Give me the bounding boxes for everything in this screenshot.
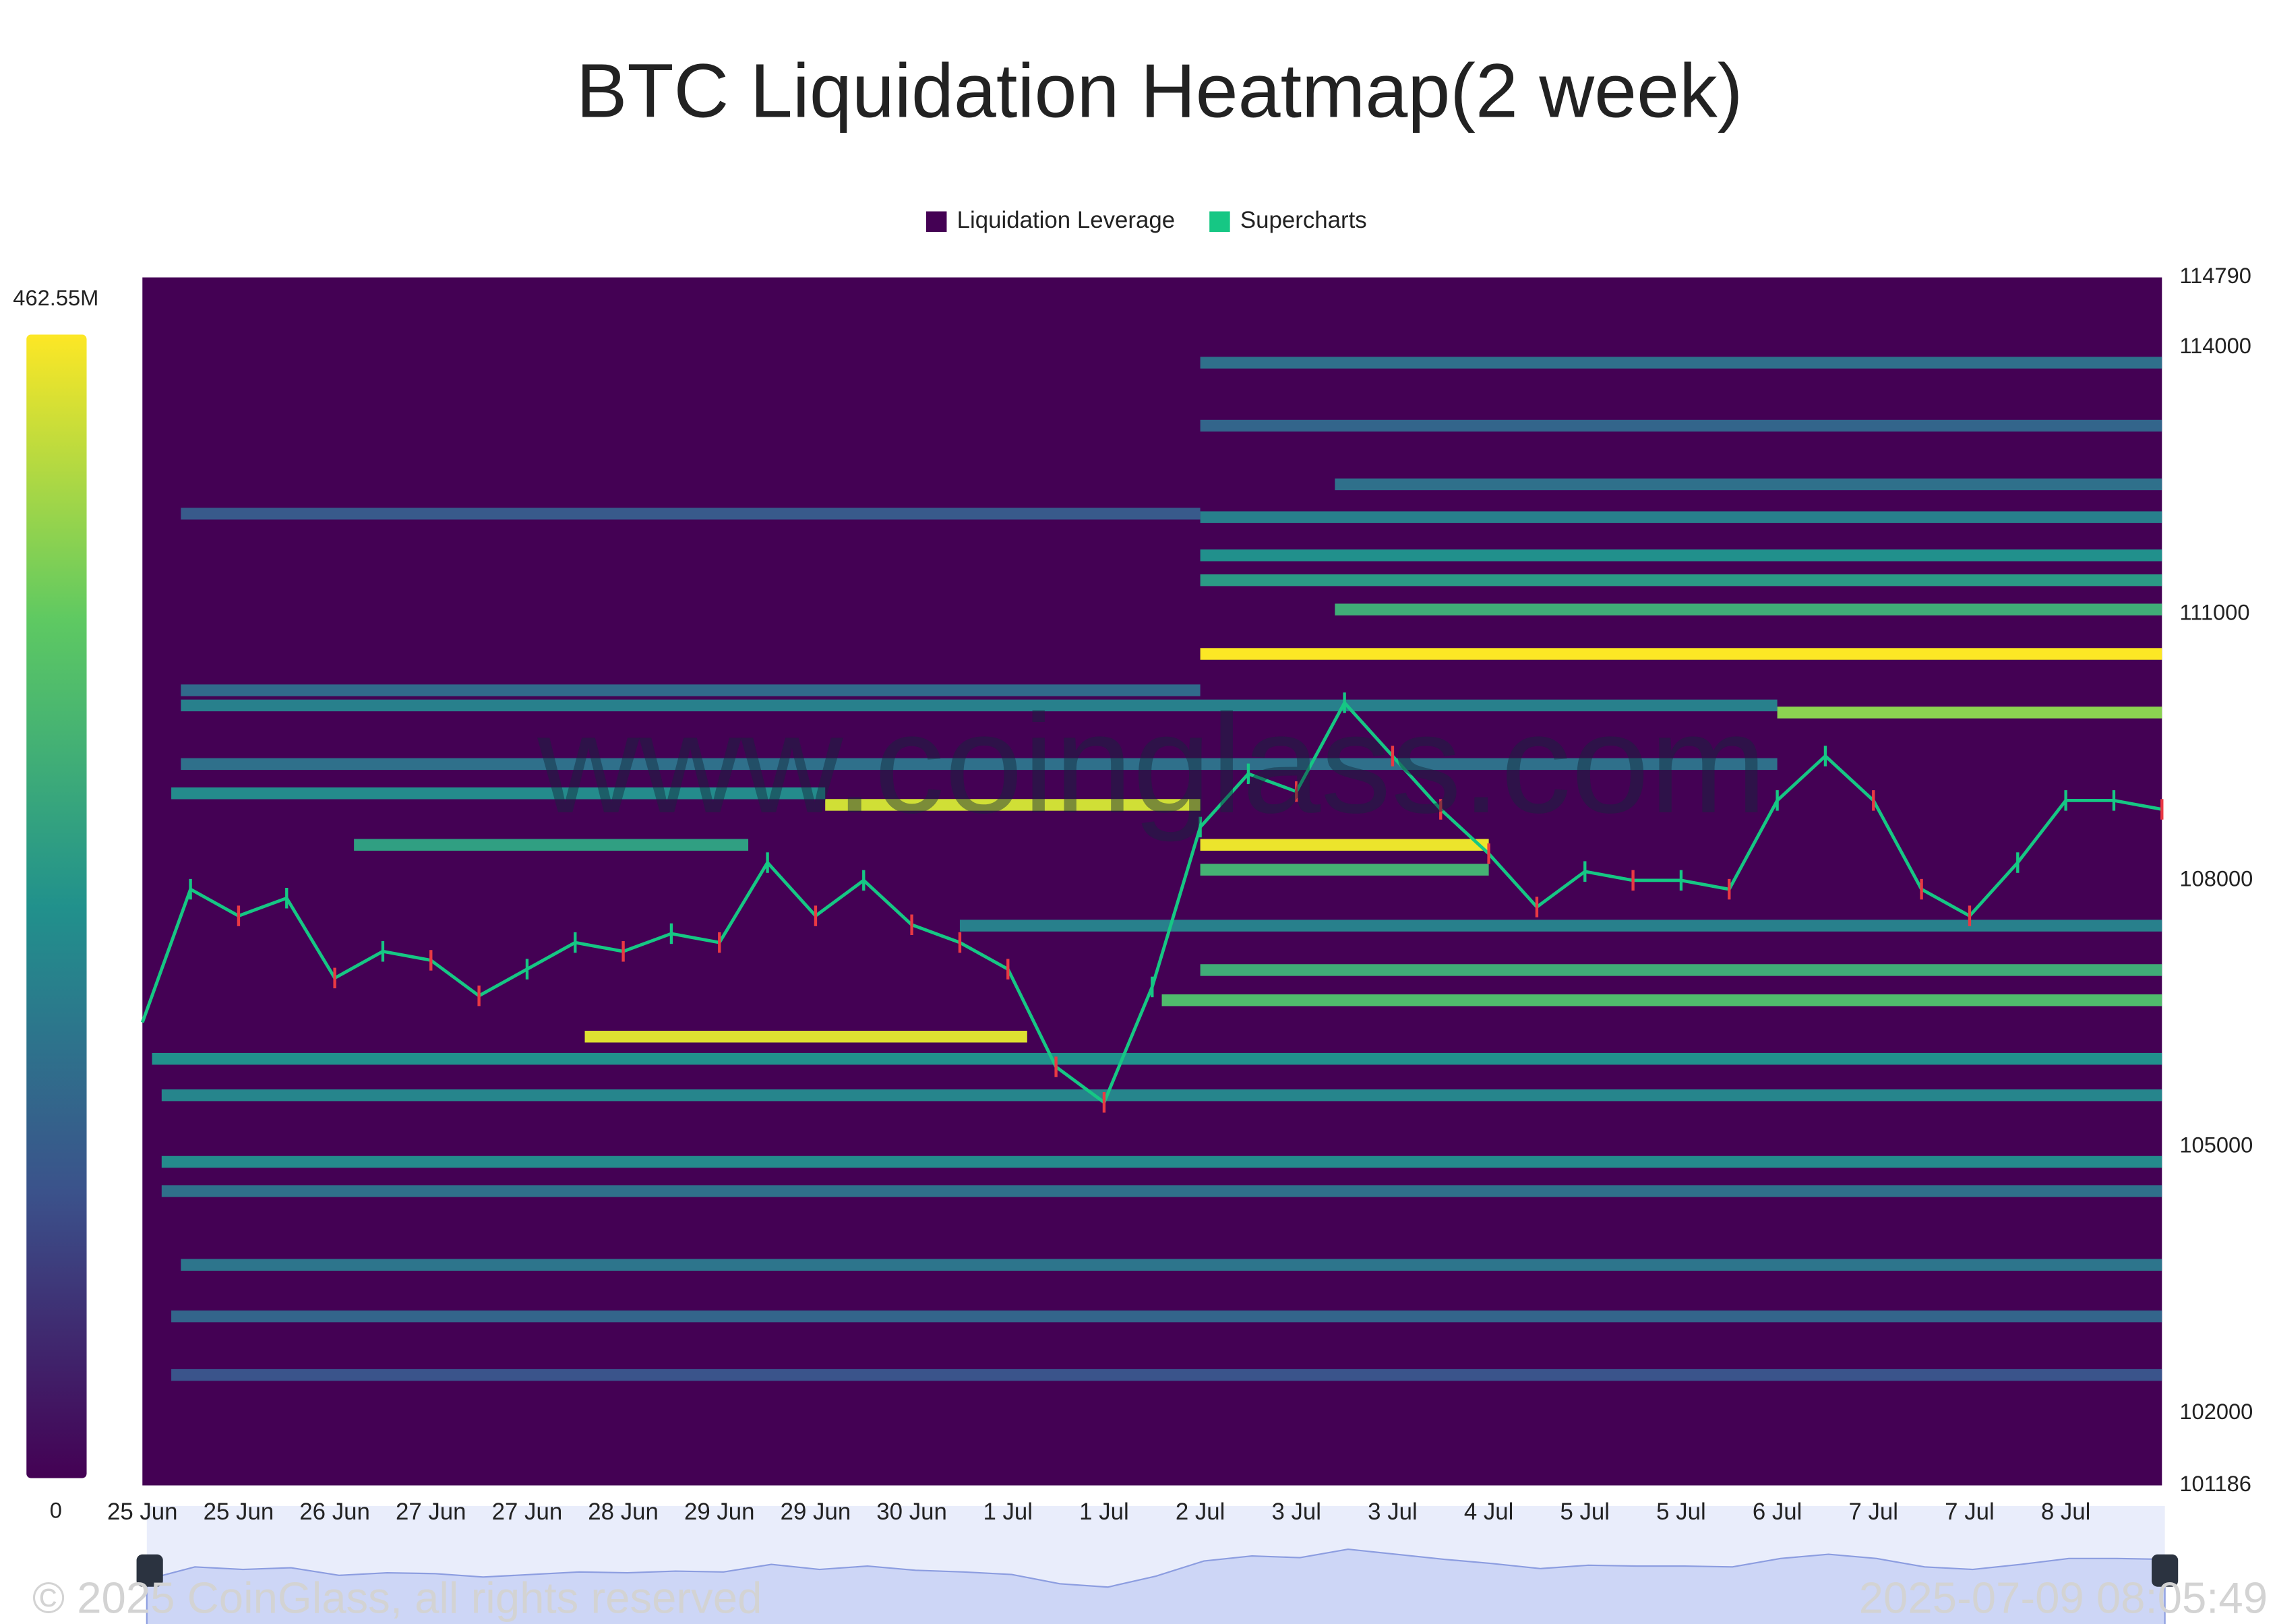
x-tick-label: 27 Jun — [492, 1499, 563, 1525]
x-tick-label: 1 Jul — [983, 1499, 1033, 1525]
watermark: www.coinglass.com — [537, 686, 1767, 843]
x-tick-label: 8 Jul — [2041, 1499, 2091, 1525]
heat-band — [354, 839, 749, 851]
heat-band — [161, 1155, 2162, 1168]
x-tick-label: 5 Jul — [1560, 1499, 1610, 1525]
y-tick-label: 101186 — [2179, 1471, 2251, 1496]
x-tick-label: 6 Jul — [1753, 1499, 1802, 1525]
heat-band — [171, 1310, 2162, 1323]
colorbar — [26, 334, 87, 1478]
heat-band — [959, 920, 2162, 932]
heat-band — [161, 1089, 2162, 1102]
copyright: © 2025 CoinGlass, all rights reserved — [32, 1573, 762, 1623]
x-tick-label: 5 Jul — [1656, 1499, 1706, 1525]
x-tick-label: 2 Jul — [1176, 1499, 1225, 1525]
heat-band — [1200, 419, 2162, 432]
x-tick-label: 7 Jul — [1848, 1499, 1898, 1525]
x-tick-label: 25 Jun — [107, 1499, 178, 1525]
heat-band — [1200, 357, 2162, 369]
heat-band — [1200, 964, 2162, 976]
heat-band — [171, 787, 826, 800]
legend-label[interactable]: Supercharts — [1240, 207, 1367, 233]
x-tick-label: 1 Jul — [1079, 1499, 1129, 1525]
plot-background — [142, 277, 2162, 1486]
x-tick-label: 28 Jun — [588, 1499, 659, 1525]
x-tick-label: 30 Jun — [876, 1499, 947, 1525]
x-tick-label: 4 Jul — [1464, 1499, 1514, 1525]
heat-band — [1200, 839, 1489, 851]
heat-band — [1200, 864, 1489, 876]
heat-band — [181, 699, 1778, 712]
heat-band — [1200, 574, 2162, 587]
heat-band — [1777, 706, 2162, 719]
x-tick-label: 3 Jul — [1271, 1499, 1321, 1525]
slider-handle[interactable] — [2152, 1554, 2179, 1587]
heat-band — [152, 1052, 2162, 1065]
heat-band — [1200, 511, 2162, 523]
heat-band — [181, 508, 1201, 520]
navigator-area — [146, 1548, 2166, 1624]
chart-title: BTC Liquidation Heatmap(2 week) — [576, 49, 1743, 133]
heat-band — [1335, 603, 2162, 615]
x-tick-label: 29 Jun — [781, 1499, 851, 1525]
slider-handle[interactable] — [136, 1554, 163, 1587]
x-tick-label: 7 Jul — [1945, 1499, 1995, 1525]
x-tick-label: 29 Jun — [684, 1499, 755, 1525]
y-tick-label: 114790 — [2179, 263, 2251, 288]
y-tick-label: 108000 — [2179, 866, 2253, 891]
heat-band — [1335, 478, 2162, 491]
heat-band — [181, 1259, 2162, 1271]
heat-band — [1161, 994, 2162, 1006]
y-tick-label: 105000 — [2179, 1133, 2253, 1157]
x-tick-label: 27 Jun — [396, 1499, 466, 1525]
x-tick-label: 25 Jun — [204, 1499, 274, 1525]
colorbar-label: 0 — [50, 1497, 62, 1522]
heat-band — [825, 799, 1201, 811]
heat-band — [584, 1031, 1027, 1043]
y-tick-label: 111000 — [2179, 599, 2249, 624]
timestamp: 2025-07-09 08:05:49 — [1859, 1573, 2268, 1623]
heat-band — [1200, 549, 2162, 562]
x-tick-label: 3 Jul — [1368, 1499, 1418, 1525]
legend-swatch — [926, 211, 947, 233]
heat-band — [1200, 648, 2162, 660]
heat-band — [181, 758, 1778, 771]
y-tick-label: 114000 — [2179, 333, 2251, 358]
y-tick-label: 102000 — [2179, 1399, 2253, 1424]
legend-swatch — [1209, 211, 1230, 233]
heat-band — [181, 684, 1201, 696]
colorbar-label: 462.55M — [13, 285, 98, 310]
heat-band — [171, 1369, 2162, 1381]
x-tick-label: 26 Jun — [299, 1499, 370, 1525]
heat-band — [161, 1185, 2162, 1197]
legend-label[interactable]: Liquidation Leverage — [957, 207, 1175, 233]
